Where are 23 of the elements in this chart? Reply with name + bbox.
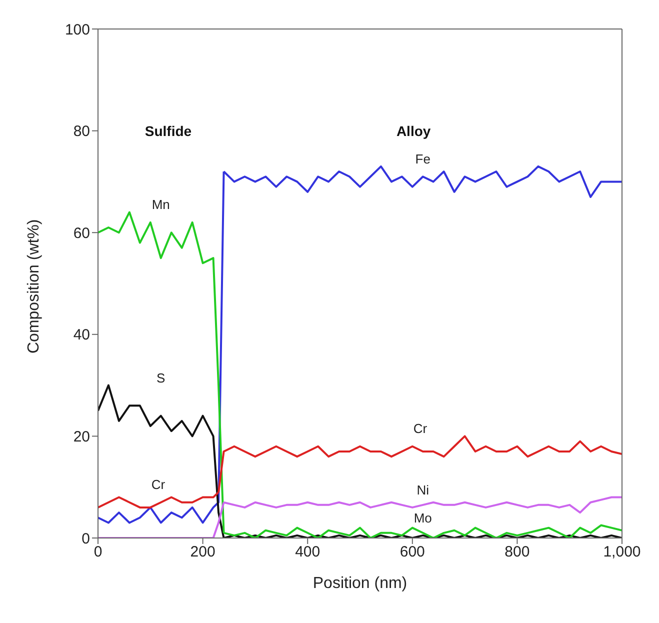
series-label: Cr xyxy=(151,477,166,492)
x-tick-label: 600 xyxy=(400,544,425,561)
x-tick-label: 0 xyxy=(94,544,102,561)
series-label: Mo xyxy=(414,510,432,526)
y-axis-title: Composition (wt%) xyxy=(26,219,43,354)
x-axis-title: Position (nm) xyxy=(312,575,408,592)
annotation: Sulfide xyxy=(144,122,192,139)
series-label: Ni xyxy=(416,482,430,498)
x-tick-label: 1,000 xyxy=(603,544,641,561)
y-tick-label: 60 xyxy=(73,224,90,242)
y-tick-label: 100 xyxy=(64,21,90,38)
annotation: Alloy xyxy=(396,122,431,139)
y-tick-label: 80 xyxy=(73,123,90,140)
x-tick-label: 800 xyxy=(504,544,530,561)
y-tick-label: 0 xyxy=(82,530,90,548)
y-tick-label: 40 xyxy=(73,326,90,344)
series-label: Mn xyxy=(152,197,170,212)
text: S xyxy=(156,370,166,386)
series-label: Cr xyxy=(413,421,428,436)
x-tick-label: 200 xyxy=(190,544,216,561)
series-label: Fe xyxy=(415,151,430,166)
x-tick-label: 400 xyxy=(295,544,320,561)
y-tick-label: 20 xyxy=(73,428,90,446)
